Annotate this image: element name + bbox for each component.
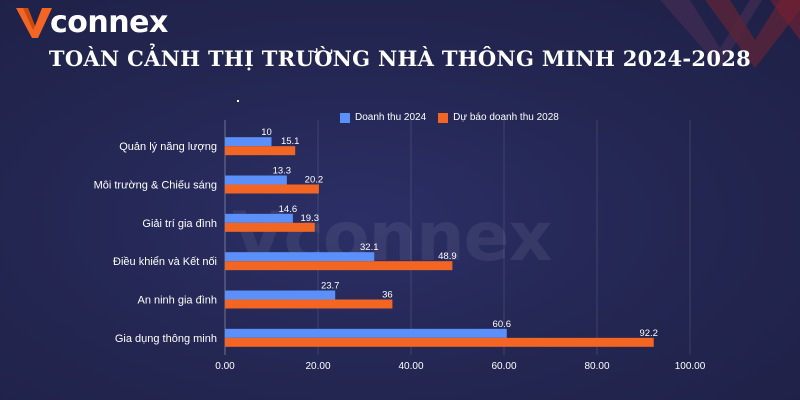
bar: [225, 299, 393, 309]
bar: [225, 222, 315, 232]
data-label: 15.1: [281, 136, 300, 147]
bar: [225, 175, 287, 185]
brand-logo: connex: [14, 4, 168, 40]
bar: [225, 290, 336, 300]
bar: [225, 328, 507, 338]
legend-item-2028: Dự báo doanh thu 2028: [438, 112, 559, 123]
x-tick-label: 80.00: [584, 361, 609, 372]
x-tick-label: 20.00: [305, 361, 330, 372]
bar: [225, 213, 293, 223]
data-label: 10: [261, 127, 272, 138]
category-label: An ninh gia đình: [137, 295, 217, 307]
category-label: Gia dụng thông minh: [115, 333, 217, 345]
legend-swatch-2028: [438, 112, 449, 123]
bar: [225, 146, 296, 156]
category-label: Môi trường & Chiếu sáng: [94, 180, 217, 192]
legend-swatch-2024: [340, 112, 350, 123]
data-label: 13.3: [273, 166, 292, 177]
bar: [225, 261, 453, 271]
category-label: Giải trí gia đình: [142, 218, 217, 230]
data-label: 60.6: [493, 319, 512, 330]
legend-label-2024: Doanh thu 2024: [355, 112, 427, 123]
category-label: Điều khiển và Kết nối: [113, 256, 217, 268]
category-label: Quản lý năng lượng: [119, 141, 217, 153]
legend: Doanh thu 2024 Dự báo doanh thu 2028: [340, 112, 565, 123]
data-label: 20.2: [305, 175, 324, 186]
chart-title: TOÀN CẢNH THỊ TRƯỜNG NHÀ THÔNG MINH 2024…: [48, 46, 752, 71]
data-label: 36: [382, 290, 393, 301]
x-tick-label: 0.00: [215, 361, 235, 372]
bar: [225, 137, 272, 147]
bar: [225, 337, 654, 347]
brand-name: connex: [50, 4, 168, 40]
legend-item-2024: Doanh thu 2024: [340, 112, 426, 123]
x-tick-label: 60.00: [491, 361, 516, 372]
v-logo-icon: [16, 8, 52, 38]
corner-chevron-decoration: [660, 0, 800, 68]
bar: [225, 252, 375, 262]
data-label: 14.6: [279, 204, 298, 215]
data-label: 23.7: [321, 281, 340, 292]
data-label: 32.1: [360, 242, 379, 253]
data-label: 19.3: [300, 213, 319, 224]
bar: [225, 184, 319, 194]
data-label: 92.2: [639, 328, 658, 339]
decorative-dot: [237, 100, 239, 102]
legend-label-2028: Dự báo doanh thu 2028: [453, 112, 559, 123]
x-tick-label: 100.00: [675, 361, 706, 372]
x-tick-label: 40.00: [398, 361, 423, 372]
data-label: 48.9: [438, 251, 457, 262]
